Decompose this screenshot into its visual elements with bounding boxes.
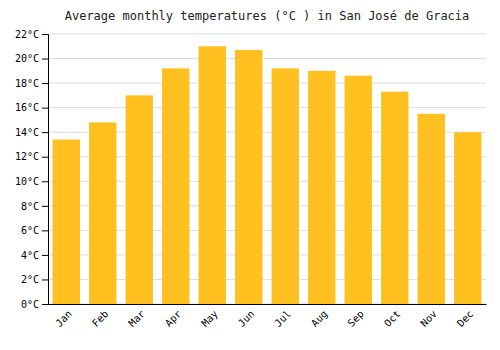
axis-line [49,304,487,305]
bar [162,68,189,304]
bar [454,132,481,304]
grid-line [48,107,486,108]
tick-label: 6°C [21,225,39,236]
tick-label: Jan [53,308,74,329]
tick-label: Apr [163,308,184,329]
tick-label: 18°C [15,78,39,89]
tick-label: 2°C [21,274,39,285]
bar [381,92,408,304]
tick-mark [42,83,48,84]
tick: Nov [418,308,439,329]
bar [345,76,372,304]
tick: 0°C [21,299,48,310]
tick: 10°C [15,176,48,187]
tick: 14°C [15,127,48,138]
tick-mark [42,59,48,60]
tick-label: Sep [345,308,366,329]
tick: 20°C [15,53,48,64]
tick-mark [42,230,48,231]
tick: 8°C [21,201,48,212]
grid [48,34,486,304]
bar [235,50,262,304]
tick: Apr [163,308,184,329]
tick-label: May [199,308,220,329]
tick-label: 10°C [15,176,39,187]
tick-label: Oct [382,308,403,329]
grid-line [48,83,486,84]
tick-label: 0°C [21,299,39,310]
x-axis: Jan Feb Mar Apr May Jun Jul Aug Sep Oct Nov Dec [49,305,487,329]
tick-label: 22°C [15,29,39,40]
bars [53,46,482,304]
tick: Jun [236,308,257,329]
tick-mark [42,108,48,109]
tick: Feb [90,308,111,329]
tick-mark [42,206,48,207]
bar [53,140,80,304]
tick: Aug [309,308,330,329]
tick-label: Jul [272,308,293,329]
bar [418,114,445,304]
tick: 16°C [15,102,48,113]
tick: 2°C [21,274,48,285]
tick: Oct [382,308,403,329]
tick: Sep [345,308,366,329]
tick-mark [42,132,48,133]
tick: Mar [126,308,147,329]
tick-mark [42,304,48,305]
tick-label: Feb [90,308,111,329]
tick: 22°C [15,29,48,40]
bar [308,71,335,304]
tick-mark [42,279,48,280]
plot: 0°C 2°C 4°C 6°C 8°C 10°C 12°C 14°C 16°C 18°C 20°C 2… [15,29,487,329]
tick: Jul [272,308,293,329]
tick: Jan [53,308,74,329]
bar [126,95,153,304]
tick: May [199,308,220,329]
bar [89,122,116,304]
chart: Average monthly temperatures (°C ) in Sa… [0,0,500,350]
tick: Dec [455,308,476,329]
tick-label: 8°C [21,201,39,212]
tick-mark [42,255,48,256]
tick-label: 20°C [15,53,39,64]
tick-label: Nov [418,308,439,329]
tick-mark [42,181,48,182]
tick: 6°C [21,225,48,236]
tick-mark [42,157,48,158]
grid-line [48,58,486,59]
tick: 12°C [15,151,48,162]
tick-label: 4°C [21,250,39,261]
tick-label: 12°C [15,151,39,162]
tick: 18°C [15,78,48,89]
axis-line [42,35,49,305]
tick-label: 14°C [15,127,39,138]
y-axis: 0°C 2°C 4°C 6°C 8°C 10°C 12°C 14°C 16°C 18°C 20°C 2… [15,29,49,310]
title: Average monthly temperatures (°C ) in Sa… [65,9,470,23]
tick-label: Dec [455,308,476,329]
tick: 4°C [21,250,48,261]
tick-label: Mar [126,308,147,329]
tick-label: Aug [309,308,330,329]
bar [272,68,299,304]
tick-label: Jun [236,308,257,329]
bar [199,46,226,304]
tick-mark [42,34,48,35]
grid-line [48,34,486,35]
tick-label: 16°C [15,102,39,113]
